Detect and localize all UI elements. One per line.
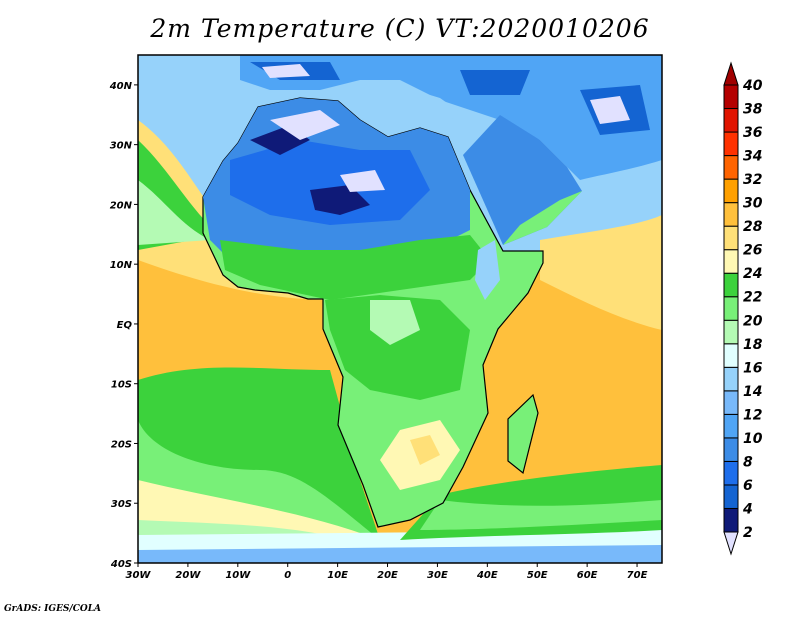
colorbar-box bbox=[723, 131, 739, 157]
madagascar bbox=[507, 393, 539, 475]
congo-pale bbox=[370, 300, 420, 345]
y-tick-label: 40S bbox=[110, 559, 132, 570]
colorbar-label: 26 bbox=[743, 243, 763, 259]
y-tick-label: 40N bbox=[109, 81, 133, 92]
y-tick-label: 20N bbox=[110, 200, 133, 211]
y-tick-label: 10N bbox=[110, 260, 133, 271]
x-tick-label: 60E bbox=[577, 570, 598, 581]
credit-label: GrADS: IGES/COLA bbox=[4, 604, 102, 614]
x-tick-label: 50E bbox=[527, 570, 548, 581]
colorbar-box bbox=[723, 460, 739, 486]
atlas-freezing bbox=[270, 110, 385, 192]
map-frame bbox=[137, 54, 663, 564]
colorbar-box bbox=[723, 155, 739, 180]
x-tick-label: 30W bbox=[126, 570, 152, 581]
y-tick-label: EQ bbox=[117, 320, 133, 331]
y-axis: 40S 30S 20S 10S EQ 10N 20N 30N 40N bbox=[109, 81, 138, 570]
colorbar-box bbox=[723, 366, 739, 392]
colorbar-box bbox=[723, 178, 739, 204]
map-title: 2m Temperature (C) VT:2020010206 bbox=[150, 14, 650, 43]
colorbar-label: 38 bbox=[743, 102, 763, 118]
colorbar-label: 4 bbox=[742, 501, 753, 517]
ethiopia-cool bbox=[475, 240, 500, 300]
colorbar-box bbox=[723, 413, 739, 439]
colorbar-label: 8 bbox=[743, 454, 753, 470]
x-tick-label: 40E bbox=[476, 570, 498, 581]
x-tick-label: 10W bbox=[225, 570, 251, 581]
colorbar-box bbox=[723, 343, 739, 368]
sahel-green bbox=[220, 235, 490, 300]
north-land bbox=[240, 55, 662, 180]
colorbar-label: 24 bbox=[743, 266, 762, 282]
x-axis: 30W 20W 10W 0 10E 20E 30E 40E 50E 60E 70E bbox=[126, 563, 648, 581]
colorbar-box bbox=[723, 225, 739, 251]
colorbar-label: 6 bbox=[743, 478, 753, 494]
x-tick-label: 20W bbox=[175, 570, 201, 581]
arabian-sea-yellow bbox=[540, 215, 662, 330]
canary-cool bbox=[138, 180, 210, 245]
colorbar-box bbox=[723, 249, 739, 274]
congo-green bbox=[325, 295, 470, 400]
colorbar-label: 34 bbox=[743, 149, 762, 165]
colorbar-label: 14 bbox=[743, 384, 762, 400]
colorbar-label: 36 bbox=[743, 125, 763, 141]
colorbar-over-triangle bbox=[723, 61, 739, 86]
x-tick-label: 70E bbox=[627, 570, 648, 581]
colorbar-label: 32 bbox=[743, 172, 762, 188]
sahara-very-cold bbox=[250, 125, 370, 215]
colorbar-label: 12 bbox=[743, 407, 762, 423]
x-tick-label: 30E bbox=[427, 570, 448, 581]
colorbar-under-triangle bbox=[723, 531, 739, 556]
kalahari-hot bbox=[410, 435, 440, 465]
colorbar-box bbox=[723, 272, 739, 298]
colorbar-label: 10 bbox=[743, 431, 763, 447]
indian-south-green bbox=[420, 500, 662, 530]
colorbar-box bbox=[723, 319, 739, 345]
colorbar-box bbox=[723, 507, 739, 533]
x-tick-label: 20E bbox=[377, 570, 398, 581]
colorbar-label: 30 bbox=[743, 196, 763, 212]
colorbar-box bbox=[723, 484, 739, 509]
colorbar-label: 2 bbox=[743, 525, 753, 541]
colorbar-label: 40 bbox=[742, 78, 763, 94]
x-tick-label: 10E bbox=[327, 570, 348, 581]
y-tick-label: 30S bbox=[111, 499, 132, 510]
map-field bbox=[138, 55, 662, 563]
sahara-cold bbox=[230, 140, 430, 225]
y-tick-label: 30N bbox=[110, 141, 133, 152]
colorbar-label: 16 bbox=[743, 360, 763, 376]
mediterranean-sea bbox=[320, 87, 460, 132]
colorbar-box bbox=[723, 437, 739, 462]
colorbar-label: 28 bbox=[743, 219, 763, 235]
colorbar-box bbox=[723, 202, 739, 227]
y-tick-label: 20S bbox=[111, 439, 132, 450]
colorbar-box bbox=[723, 84, 739, 110]
north-land-very-cold bbox=[262, 64, 630, 124]
colorbar-label: 20 bbox=[743, 313, 763, 329]
colorbar-box bbox=[723, 108, 739, 133]
colorbar-label: 18 bbox=[743, 337, 763, 353]
colorbar-box bbox=[723, 390, 739, 415]
colorbar-box bbox=[723, 296, 739, 321]
x-tick-label: 0 bbox=[284, 570, 291, 581]
arabia-south bbox=[503, 191, 582, 245]
y-tick-label: 10S bbox=[111, 380, 132, 391]
colorbar-label: 22 bbox=[743, 290, 762, 306]
